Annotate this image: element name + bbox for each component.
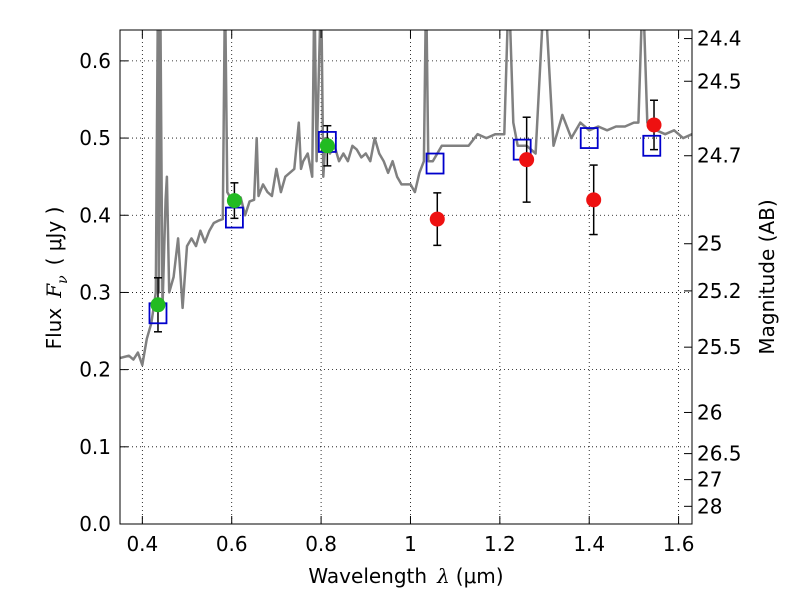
right-tick-label: 24.5 xyxy=(697,69,742,93)
y-axis-label-symbol: F xyxy=(42,283,66,299)
y-tick-label: 0.4 xyxy=(79,203,111,227)
right-tick-label: 25 xyxy=(697,232,722,256)
right-tick-label: 27 xyxy=(697,468,722,492)
x-axis-label-symbol: λ xyxy=(436,564,450,588)
right-tick-label: 26.5 xyxy=(697,442,742,466)
right-tick-label: 24.4 xyxy=(697,27,742,51)
x-axis-label-unit: (μm) xyxy=(456,564,504,588)
y-tick-label: 0.5 xyxy=(79,126,111,150)
x-tick-label: 1.2 xyxy=(484,532,516,556)
observed-optical-point xyxy=(150,297,166,313)
observed-nir-point xyxy=(586,192,602,208)
model-photometry-square xyxy=(579,127,599,149)
y-tick-label: 0.3 xyxy=(79,280,111,304)
observed-nir-point xyxy=(429,211,445,227)
y-axis-label-unit: ( μJy ) xyxy=(42,207,66,266)
x-tick-label: 0.4 xyxy=(126,532,158,556)
y-axis-label: Flux Fν ( μJy ) xyxy=(42,207,71,350)
right-tick-label: 26 xyxy=(697,400,722,424)
x-tick-label: 0.8 xyxy=(305,532,337,556)
right-axis-label: Magnitude (AB) xyxy=(755,199,779,354)
y-tick-label: 0.6 xyxy=(79,49,111,73)
y-tick-label: 0.1 xyxy=(79,435,111,459)
y-axis-label-text: Flux xyxy=(42,308,66,350)
observed-nir-point xyxy=(519,152,535,168)
y-tick-label: 0.0 xyxy=(79,512,111,536)
x-tick-label: 1.4 xyxy=(573,532,605,556)
observed-optical-point xyxy=(226,193,242,209)
y-axis-label-subscript: ν xyxy=(55,275,71,284)
x-axis-label-text: Wavelength xyxy=(308,564,427,588)
observed-nir-point xyxy=(646,117,662,133)
model-photometry-square xyxy=(642,134,662,157)
right-tick-label: 24.7 xyxy=(697,144,742,168)
data-markers xyxy=(148,117,662,325)
plot-background xyxy=(120,30,692,524)
right-tick-label: 28 xyxy=(697,494,722,518)
right-tick-label: 25.5 xyxy=(697,335,742,359)
plot-frame xyxy=(119,29,693,525)
x-axis-label: Wavelength λ (μm) xyxy=(308,564,503,588)
axis-ticks: 0.4 0.6 0.8 1 1.2 1.4 1.6 0.0 0.1 0.2 0.3 0.4 0.5 0.6… xyxy=(79,27,741,556)
x-tick-label: 0.6 xyxy=(216,532,248,556)
x-tick-label: 1 xyxy=(404,532,417,556)
right-tick-label: 25.2 xyxy=(697,279,742,303)
y-tick-label: 0.2 xyxy=(79,358,111,382)
model-photometry-square xyxy=(425,152,445,175)
observed-optical-point xyxy=(319,138,335,154)
x-tick-label: 1.6 xyxy=(663,532,695,556)
